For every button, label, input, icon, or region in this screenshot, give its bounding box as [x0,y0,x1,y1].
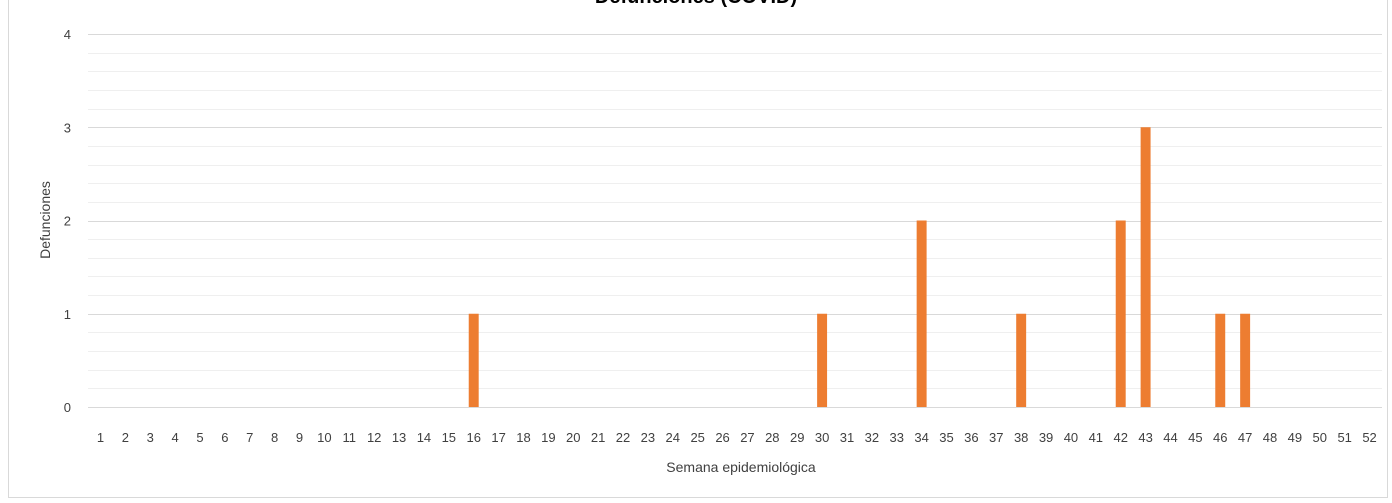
x-tick-label: 39 [1039,430,1053,445]
x-tick-label: 37 [989,430,1003,445]
y-tick-label: 3 [64,120,71,135]
x-tick-label: 6 [221,430,228,445]
x-tick-label: 41 [1089,430,1103,445]
x-tick-label: 13 [392,430,406,445]
x-tick-label: 7 [246,430,253,445]
y-tick-label: 0 [64,400,71,415]
bars [468,127,1251,407]
x-tick-label: 17 [491,430,505,445]
x-tick-label: 40 [1064,430,1078,445]
x-tick-label: 4 [171,430,178,445]
x-tick-label: 25 [690,430,704,445]
y-axis-ticks: 0 1 2 3 4 [64,27,71,415]
x-tick-label: 36 [964,430,978,445]
bar [1240,313,1251,407]
x-tick-label: 34 [914,430,928,445]
x-tick-label: 20 [566,430,580,445]
bar [1115,220,1126,407]
x-tick-label: 28 [765,430,779,445]
bar [916,220,927,407]
x-axis-ticks: 1 2 3 4 5 6 7 8 9 10 11 12 13 14 15 16 17 18 19 20 21 22 23 24 2… [97,430,1377,445]
x-tick-label: 14 [417,430,431,445]
x-tick-label: 27 [740,430,754,445]
x-axis-title: Semana epidemiológica [666,459,816,475]
bar [468,313,479,407]
x-tick-label: 43 [1138,430,1152,445]
x-tick-label: 2 [122,430,129,445]
x-tick-label: 44 [1163,430,1177,445]
x-tick-label: 16 [466,430,480,445]
x-tick-label: 47 [1238,430,1252,445]
x-tick-label: 38 [1014,430,1028,445]
x-tick-label: 45 [1188,430,1202,445]
x-tick-label: 29 [790,430,804,445]
x-tick-label: 19 [541,430,555,445]
x-tick-label: 52 [1362,430,1376,445]
y-tick-label: 2 [64,214,71,229]
x-tick-label: 18 [516,430,530,445]
x-tick-label: 5 [196,430,203,445]
bar [1215,313,1226,407]
x-tick-label: 49 [1288,430,1302,445]
x-tick-label: 26 [715,430,729,445]
x-tick-label: 1 [97,430,104,445]
x-tick-label: 9 [296,430,303,445]
x-tick-label: 42 [1113,430,1127,445]
x-tick-label: 33 [890,430,904,445]
chart-frame [8,0,1388,498]
x-tick-label: 24 [666,430,680,445]
x-tick-label: 21 [591,430,605,445]
bar [1016,313,1027,407]
y-tick-label: 1 [64,307,71,322]
x-tick-label: 12 [367,430,381,445]
chart-title: Defunciones (COVID) [0,0,1392,10]
x-tick-label: 11 [343,430,357,445]
x-tick-label: 15 [442,430,456,445]
bar [817,313,828,407]
x-tick-label: 31 [840,430,854,445]
y-tick-label: 4 [64,27,71,42]
x-tick-label: 8 [271,430,278,445]
bar [1140,127,1151,407]
x-tick-label: 22 [616,430,630,445]
x-tick-label: 3 [147,430,154,445]
x-tick-label: 23 [641,430,655,445]
x-tick-label: 50 [1313,430,1327,445]
x-tick-label: 32 [865,430,879,445]
x-tick-label: 46 [1213,430,1227,445]
x-tick-label: 10 [317,430,331,445]
x-tick-label: 35 [939,430,953,445]
grid [88,34,1382,408]
x-tick-label: 51 [1337,430,1351,445]
y-axis-title: Defunciones [37,181,53,259]
x-tick-label: 48 [1263,430,1277,445]
x-tick-label: 30 [815,430,829,445]
